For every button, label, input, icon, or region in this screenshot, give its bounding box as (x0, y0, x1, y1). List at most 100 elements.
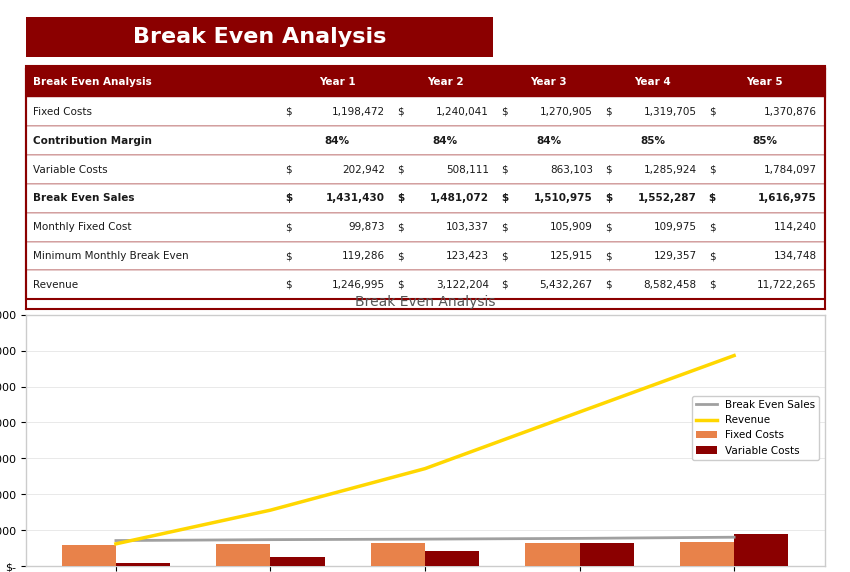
Text: 1,198,472: 1,198,472 (332, 107, 385, 117)
Text: $: $ (604, 107, 611, 117)
Text: 11,722,265: 11,722,265 (756, 280, 817, 290)
Text: 1,616,975: 1,616,975 (757, 193, 817, 204)
Text: $: $ (285, 193, 292, 204)
Text: 123,423: 123,423 (445, 251, 489, 261)
Bar (217, 544, 270, 566)
FancyBboxPatch shape (26, 184, 824, 213)
Bar (680, 542, 734, 566)
Text: 105,909: 105,909 (550, 222, 592, 232)
Text: 84%: 84% (325, 136, 349, 146)
Revenue (265, 507, 275, 514)
Text: 103,337: 103,337 (446, 222, 489, 232)
Text: $: $ (709, 107, 715, 117)
Text: $: $ (501, 251, 507, 261)
Text: Year 4: Year 4 (634, 77, 672, 87)
Text: $: $ (397, 107, 404, 117)
Text: 863,103: 863,103 (550, 165, 592, 174)
Text: 125,915: 125,915 (550, 251, 592, 261)
Text: 1,370,876: 1,370,876 (763, 107, 817, 117)
Text: $: $ (604, 251, 611, 261)
Text: 99,873: 99,873 (348, 222, 385, 232)
Revenue (110, 541, 121, 547)
Text: $: $ (397, 222, 404, 232)
FancyBboxPatch shape (497, 66, 601, 97)
Text: 1,784,097: 1,784,097 (763, 165, 817, 174)
Text: $: $ (709, 280, 715, 290)
Text: $: $ (709, 251, 715, 261)
FancyBboxPatch shape (26, 126, 824, 155)
FancyBboxPatch shape (26, 241, 824, 271)
Text: $: $ (285, 280, 292, 290)
Text: Break Even Analysis: Break Even Analysis (133, 27, 386, 47)
Text: 84%: 84% (433, 136, 457, 146)
Text: 1,246,995: 1,246,995 (332, 280, 385, 290)
Text: $: $ (285, 251, 292, 261)
Text: 114,240: 114,240 (774, 222, 817, 232)
Text: 5,432,267: 5,432,267 (540, 280, 592, 290)
FancyBboxPatch shape (601, 66, 705, 97)
Text: 129,357: 129,357 (654, 251, 697, 261)
Text: 3,122,204: 3,122,204 (436, 280, 489, 290)
Revenue (729, 352, 740, 359)
Text: Contribution Margin: Contribution Margin (33, 136, 152, 146)
Text: $: $ (604, 165, 611, 174)
Bar (371, 543, 425, 566)
Text: 84%: 84% (536, 136, 561, 146)
FancyBboxPatch shape (26, 213, 824, 241)
Text: $: $ (397, 193, 405, 204)
Text: $: $ (285, 165, 292, 174)
Text: $: $ (285, 107, 292, 117)
Text: 1,240,041: 1,240,041 (436, 107, 489, 117)
Text: Year 3: Year 3 (530, 77, 567, 87)
FancyBboxPatch shape (281, 66, 393, 97)
Text: $: $ (501, 280, 507, 290)
Text: $: $ (709, 165, 715, 174)
Bar (734, 534, 788, 566)
Bar (425, 551, 479, 566)
Bar (580, 543, 633, 566)
Line: Break Even Sales: Break Even Sales (116, 537, 734, 541)
Revenue (420, 465, 430, 472)
Text: $: $ (604, 280, 611, 290)
Text: $: $ (501, 222, 507, 232)
FancyBboxPatch shape (393, 66, 497, 97)
Text: 109,975: 109,975 (654, 222, 697, 232)
Text: 1,552,287: 1,552,287 (638, 193, 697, 204)
Bar (270, 557, 325, 566)
Bar (116, 563, 170, 566)
FancyBboxPatch shape (705, 66, 824, 97)
Text: $: $ (709, 222, 715, 232)
Text: Year 5: Year 5 (746, 77, 783, 87)
Text: $: $ (501, 165, 507, 174)
Legend: Break Even Sales, Revenue, Fixed Costs, Variable Costs: Break Even Sales, Revenue, Fixed Costs, … (692, 396, 819, 460)
Text: 1,270,905: 1,270,905 (540, 107, 592, 117)
Text: Minimum Monthly Break Even: Minimum Monthly Break Even (33, 251, 189, 261)
Break Even Sales (110, 537, 121, 544)
Text: $: $ (397, 251, 404, 261)
FancyBboxPatch shape (26, 66, 281, 97)
Text: 508,111: 508,111 (446, 165, 489, 174)
Break Even Sales (265, 536, 275, 543)
Text: 85%: 85% (640, 136, 666, 146)
Text: 85%: 85% (752, 136, 777, 146)
Text: $: $ (604, 193, 612, 204)
Text: Variable Costs: Variable Costs (33, 165, 108, 174)
Text: 1,319,705: 1,319,705 (643, 107, 697, 117)
Text: 1,510,975: 1,510,975 (534, 193, 592, 204)
FancyBboxPatch shape (26, 97, 824, 126)
Text: 119,286: 119,286 (342, 251, 385, 261)
Text: $: $ (397, 165, 404, 174)
Text: 1,285,924: 1,285,924 (643, 165, 697, 174)
Break Even Sales (420, 536, 430, 543)
Text: $: $ (709, 193, 716, 204)
Text: Monthly Fixed Cost: Monthly Fixed Cost (33, 222, 132, 232)
Text: Revenue: Revenue (33, 280, 78, 290)
Title: Break Even Analysis: Break Even Analysis (354, 295, 496, 309)
Line: Revenue: Revenue (116, 356, 734, 544)
Text: 1,431,430: 1,431,430 (326, 193, 385, 204)
Text: Year 1: Year 1 (319, 77, 355, 87)
Break Even Sales (729, 534, 740, 541)
Bar (525, 543, 580, 566)
Text: Year 2: Year 2 (427, 77, 463, 87)
Text: 202,942: 202,942 (342, 165, 385, 174)
